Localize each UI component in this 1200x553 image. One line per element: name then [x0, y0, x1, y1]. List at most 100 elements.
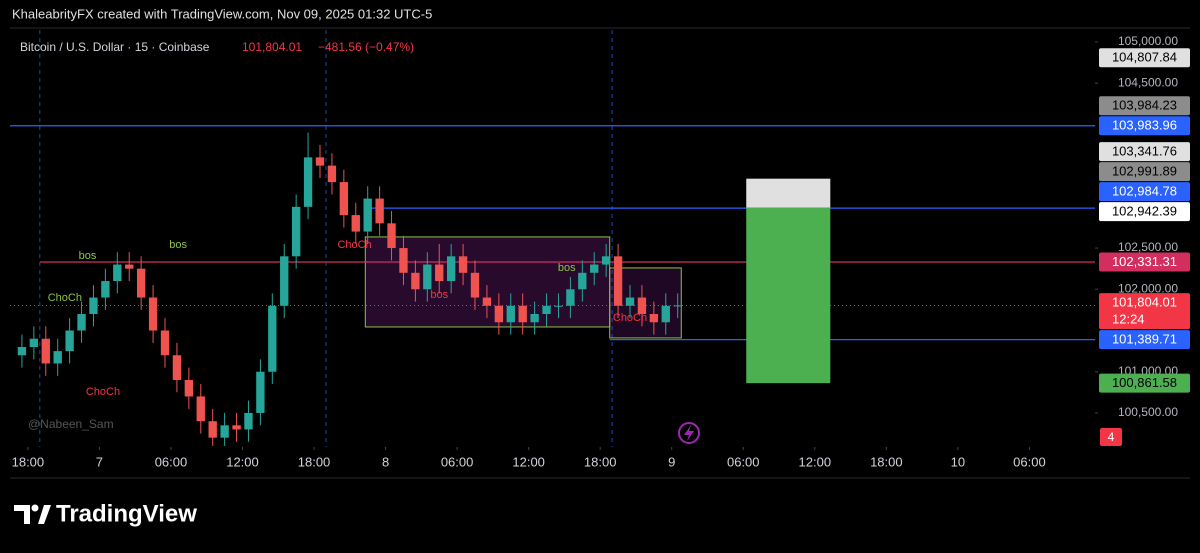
price-tag — [1099, 202, 1190, 222]
candle-body — [482, 297, 492, 306]
candle-body — [637, 297, 647, 315]
candle-body — [387, 223, 396, 249]
price-tag — [1099, 293, 1190, 330]
candle-body — [327, 165, 337, 183]
candle-body — [315, 157, 325, 166]
candle-body — [661, 305, 670, 323]
candle-body — [530, 314, 539, 323]
x-tick-label: 9 — [668, 454, 675, 469]
price-tag-label: 102,942.39 — [1112, 204, 1177, 219]
candle-body — [303, 157, 313, 207]
candle-body — [351, 215, 360, 232]
alert-badge — [1100, 428, 1122, 446]
price-tag-sublabel: 12:24 — [1112, 312, 1145, 327]
annotation: bos — [169, 239, 187, 251]
candle-body — [578, 272, 587, 290]
price-tag — [1099, 373, 1190, 393]
watermark: @Nabeen_Sam — [28, 417, 114, 431]
price-tag-label: 103,341.76 — [1112, 144, 1177, 159]
y-tick-label: 102,500.00 — [1118, 240, 1178, 254]
candle-body — [399, 248, 408, 273]
candle-body — [148, 297, 158, 331]
annotation: bos — [79, 250, 97, 262]
price-tag — [1099, 142, 1190, 162]
candle-body — [184, 379, 194, 397]
x-tick-label: 06:00 — [155, 454, 188, 469]
candle-body — [113, 264, 122, 282]
y-tick-label: 102,000.00 — [1118, 281, 1178, 295]
candle-body — [566, 289, 575, 306]
candle-body — [458, 256, 468, 273]
candle-body — [101, 281, 110, 298]
lightning-icon — [678, 422, 700, 444]
x-tick-label: 18:00 — [12, 454, 45, 469]
candle-body — [77, 314, 86, 331]
price-tag — [1099, 252, 1190, 272]
annotation: ChoCh — [86, 386, 120, 398]
candle-body — [256, 371, 265, 413]
candle-body — [494, 305, 504, 323]
alert-badge-label: 4 — [1108, 430, 1115, 444]
candle-body — [339, 182, 349, 216]
candle-body — [518, 305, 527, 323]
candle-body — [291, 206, 301, 257]
candle-body — [172, 355, 182, 380]
x-tick-label: 06:00 — [441, 454, 474, 469]
brand: TradingView — [56, 500, 197, 527]
caption: KhaleabrityFX created with TradingView.c… — [12, 6, 432, 21]
candle-body — [208, 421, 217, 438]
candle-body — [53, 351, 62, 364]
x-tick-label: 18:00 — [298, 454, 331, 469]
annotation: bos — [558, 262, 576, 274]
x-tick-label: 18:00 — [584, 454, 617, 469]
x-tick-label: 12:00 — [799, 454, 832, 469]
candle-body — [542, 305, 551, 315]
candle-body — [268, 305, 277, 372]
candle-body — [446, 256, 456, 282]
annotation: ChoCh — [613, 312, 647, 324]
x-tick-label: 12:00 — [512, 454, 545, 469]
candle-body — [29, 338, 39, 347]
candle-body — [89, 297, 98, 315]
candle-body — [220, 425, 229, 438]
price-tag-label: 102,331.31 — [1112, 254, 1177, 269]
candle-body — [160, 330, 170, 356]
price-tag-label: 104,807.84 — [1112, 50, 1177, 65]
price-tag-label: 102,984.78 — [1112, 184, 1177, 199]
position-body — [746, 207, 831, 384]
price-tag-label: 101,389.71 — [1112, 332, 1177, 347]
price-tag-label: 101,804.01 — [1112, 295, 1177, 310]
x-tick-label: 12:00 — [226, 454, 259, 469]
price-tag — [1099, 96, 1190, 116]
candle-body — [649, 314, 659, 323]
x-tick-label: 18:00 — [870, 454, 903, 469]
candle-body — [375, 198, 384, 224]
candle-body — [625, 297, 635, 306]
candle-body — [136, 268, 146, 298]
price-tag-label: 102,991.89 — [1112, 164, 1177, 179]
legend-symbol: Bitcoin / U.S. Dollar · 15 · Coinbase — [20, 40, 210, 54]
annotation: ChoCh — [337, 239, 371, 251]
price-tag — [1099, 48, 1190, 68]
candle-body — [590, 264, 599, 273]
y-tick-label: 105,000.00 — [1118, 34, 1178, 48]
price-tag-label: 103,983.96 — [1112, 118, 1177, 133]
price-tag-label: 103,984.23 — [1112, 98, 1177, 113]
candle-body — [17, 346, 27, 356]
candle-body — [673, 305, 682, 307]
candle-body — [41, 338, 50, 364]
candle-body — [244, 412, 253, 430]
candle-body — [65, 330, 74, 352]
x-tick-label: 8 — [382, 454, 389, 469]
candle-body — [613, 256, 623, 306]
candle-body — [601, 256, 611, 265]
x-tick-label: 06:00 — [1013, 454, 1046, 469]
price-tag — [1099, 116, 1190, 136]
y-tick-label: 104,500.00 — [1118, 75, 1178, 89]
plot-area — [10, 28, 1095, 447]
candle-body — [435, 264, 444, 282]
candle-body — [554, 305, 563, 307]
candle-body — [470, 272, 480, 298]
